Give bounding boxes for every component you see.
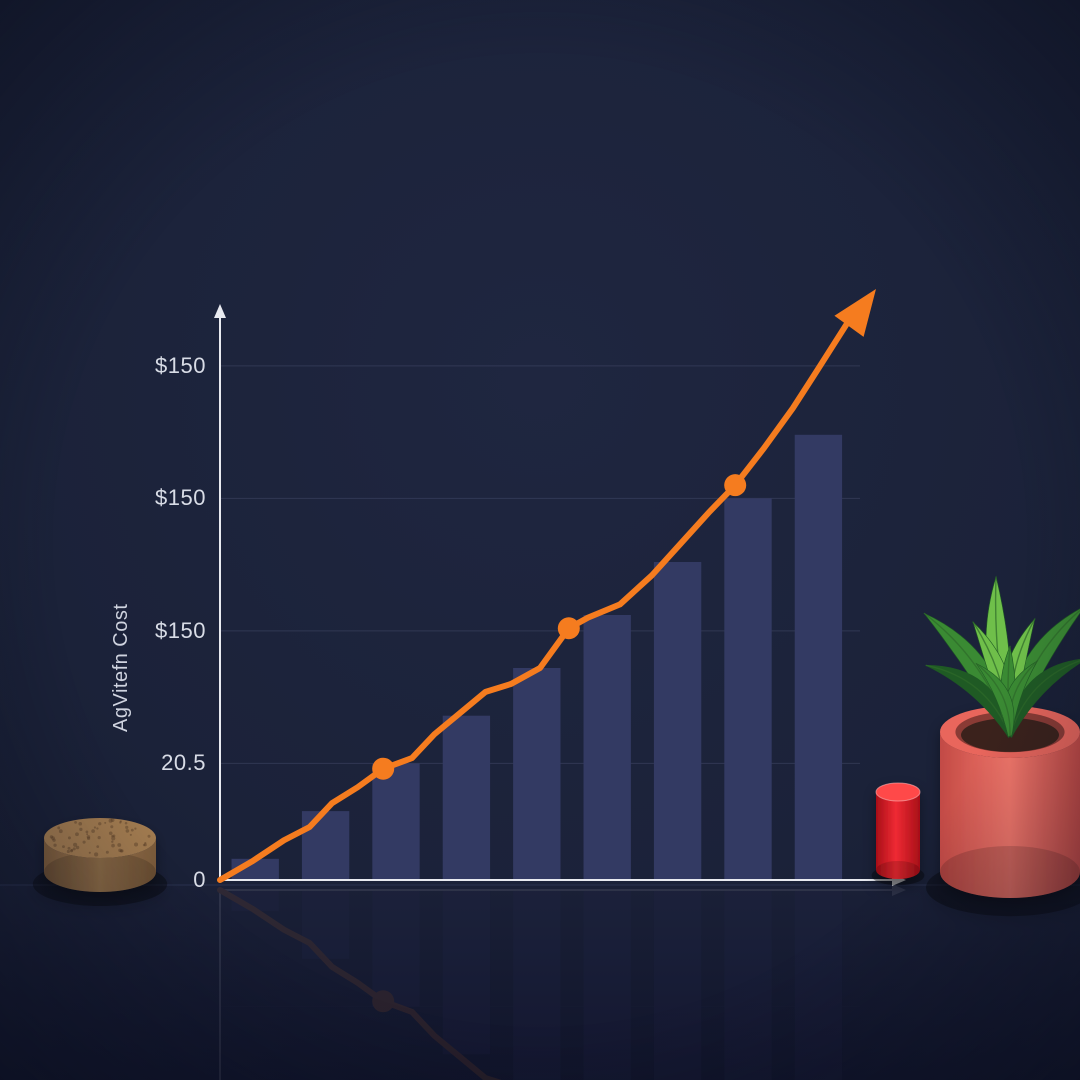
bar: [443, 890, 490, 1054]
bar: [302, 811, 349, 880]
red-cylinder-prop: [872, 783, 925, 885]
y-tick-label: 20.5: [136, 750, 206, 776]
bar: [372, 890, 419, 1007]
bar: [654, 562, 701, 880]
bar: [654, 890, 701, 1080]
trend-marker: [558, 617, 580, 639]
bar: [795, 435, 842, 880]
y-axis-title: AgVitefn Cost: [110, 603, 133, 731]
y-tick-label: $150: [136, 353, 206, 379]
y-tick-label: $150: [136, 618, 206, 644]
bar: [513, 890, 560, 1080]
y-tick-label: $150: [136, 485, 206, 511]
bar: [724, 890, 771, 1080]
trend-marker: [372, 758, 394, 780]
bar: [372, 763, 419, 880]
bar: [724, 498, 771, 880]
bar: [584, 890, 631, 1080]
bar: [513, 668, 560, 880]
bar: [443, 716, 490, 880]
trend-marker: [724, 474, 746, 496]
bar: [302, 890, 349, 959]
bar: [584, 615, 631, 880]
coral-pot-prop: [926, 706, 1080, 916]
y-tick-label: 0: [136, 867, 206, 893]
bar: [795, 890, 842, 1080]
trend-marker: [372, 990, 394, 1012]
scene-svg: [0, 0, 1080, 1080]
stage: AgVitefn Cost 0 20.5 $150 $150 $150: [0, 0, 1080, 1080]
